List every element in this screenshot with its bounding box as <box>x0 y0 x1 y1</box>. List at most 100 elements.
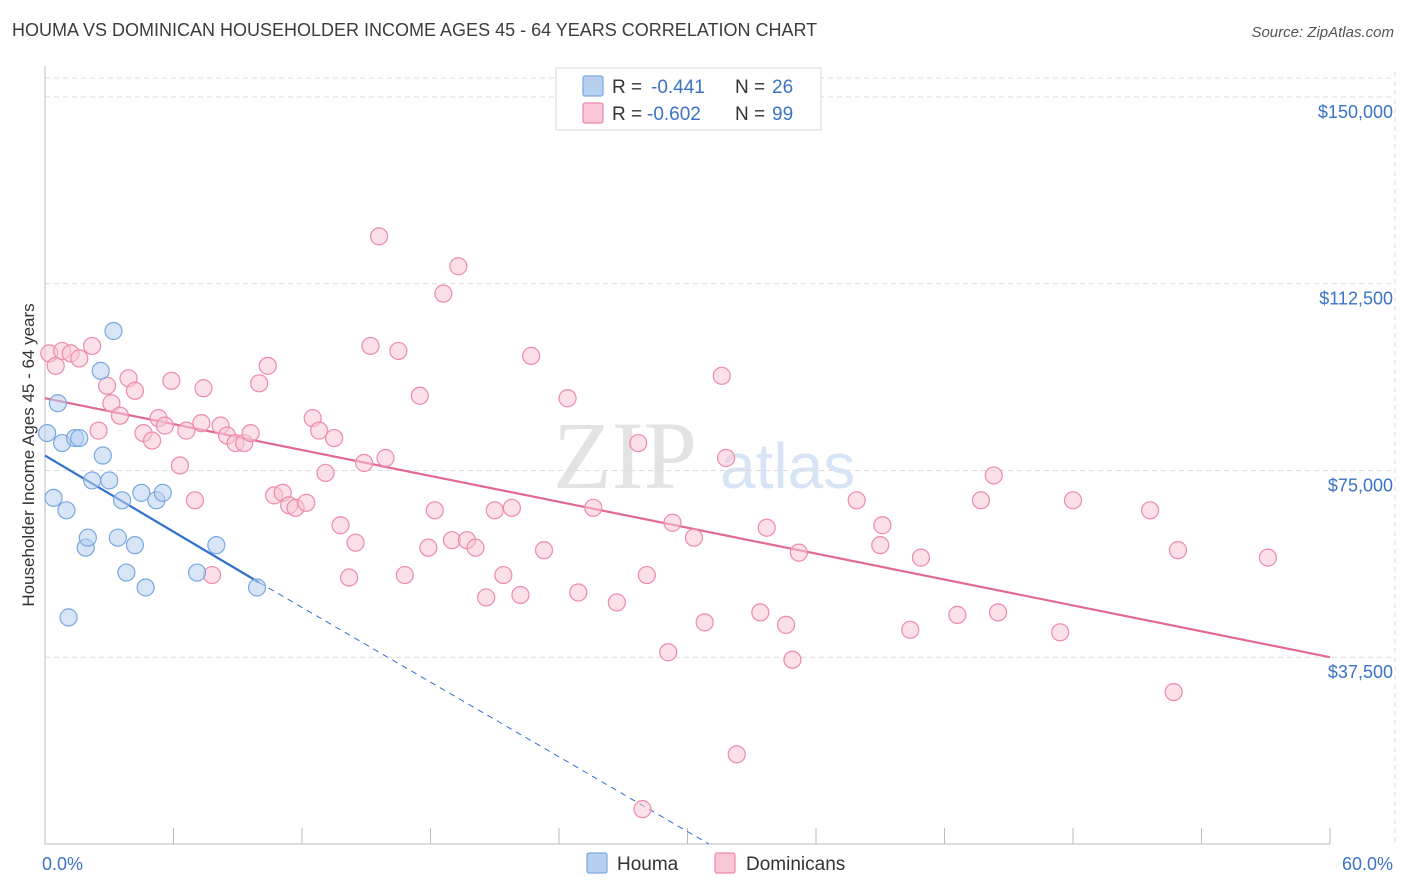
dominicans-point-29 <box>258 356 277 375</box>
houma-point-22 <box>153 483 172 502</box>
houma-trend-extension <box>258 582 710 845</box>
dominicans-point-55 <box>466 538 485 557</box>
dominicans-point-19 <box>185 491 205 510</box>
houma-point-0 <box>38 423 57 443</box>
dominicans-point-82 <box>847 491 866 510</box>
dominicans-point-77 <box>751 603 770 622</box>
legend-r-value-houma: -0.441 <box>651 77 705 98</box>
dominicans-point-80 <box>783 650 802 669</box>
dominicans-point-9 <box>110 406 130 425</box>
houma-point-7 <box>70 428 89 448</box>
dominicans-point-45 <box>376 448 395 468</box>
bottom-legend: Houma Dominicans <box>586 852 845 875</box>
legend-r-value-dominicans: -0.602 <box>647 104 701 125</box>
dominicans-point-87 <box>948 605 967 624</box>
dominicans-point-13 <box>142 431 162 450</box>
dominicans-point-42 <box>355 453 374 473</box>
dominicans-point-75 <box>716 448 736 468</box>
y-tick-label-2: $112,500 <box>1319 289 1393 309</box>
dominicans-point-49 <box>419 538 438 557</box>
trend-lines <box>44 397 1331 845</box>
dominicans-point-18 <box>177 421 196 440</box>
houma-trend-line <box>44 454 260 584</box>
y-tick-label-0: $37,500 <box>1328 662 1393 682</box>
dominicans-point-69 <box>637 565 656 585</box>
y-tick-label-3: $150,000 <box>1318 102 1393 122</box>
houma-point-17 <box>117 563 136 582</box>
dominicans-point-76 <box>727 745 746 764</box>
legend-swatch-houma <box>582 75 604 97</box>
legend-r-label-houma: R = <box>612 77 642 98</box>
dominicans-point-21 <box>202 565 222 585</box>
legend-n-value-dominicans: 99 <box>772 104 793 125</box>
bottom-legend-label-dominicans: Dominicans <box>746 854 845 875</box>
dominicans-trend-line <box>44 397 1331 659</box>
houma-point-19 <box>132 483 151 502</box>
houma-point-12 <box>93 446 112 465</box>
legend-r-label-dominicans: R = <box>612 104 642 125</box>
dominicans-point-5 <box>83 336 102 356</box>
dominicans-point-57 <box>485 501 504 520</box>
dominicans-point-71 <box>663 513 682 532</box>
dominicans-point-86 <box>911 548 931 567</box>
bottom-legend-swatch-dominicans <box>714 852 736 874</box>
dominicans-point-90 <box>988 603 1008 622</box>
dominicans-point-72 <box>684 528 704 547</box>
dominicans-point-6 <box>89 421 108 440</box>
data-points <box>38 227 1277 819</box>
dominicans-point-81 <box>789 543 808 562</box>
dominicans-point-36 <box>310 421 329 440</box>
dominicans-point-83 <box>871 536 890 555</box>
houma-point-15 <box>108 528 127 547</box>
dominicans-point-70 <box>659 643 678 662</box>
legend-n-label-houma: N = <box>735 77 765 98</box>
source-label: Source: ZipAtlas.com <box>1251 24 1394 41</box>
houma-point-14 <box>104 321 123 341</box>
houma-point-10 <box>83 471 102 490</box>
dominicans-point-44 <box>370 227 389 246</box>
dominicans-point-59 <box>502 498 521 517</box>
dominicans-point-85 <box>901 620 920 639</box>
houma-point-1 <box>44 488 63 507</box>
tick-labels: $37,500 $75,000 $112,500 $150,000 0.0% 60.0% <box>42 102 1393 874</box>
dominicans-point-8 <box>102 394 121 413</box>
houma-point-9 <box>78 528 97 547</box>
dominicans-point-79 <box>776 615 796 634</box>
dominicans-point-56 <box>477 588 496 607</box>
bottom-legend-swatch-houma <box>586 852 608 874</box>
legend-swatch-dominicans <box>582 102 604 124</box>
dominicans-point-73 <box>695 613 714 632</box>
dominicans-point-89 <box>984 466 1003 485</box>
dominicans-point-41 <box>346 533 365 552</box>
houma-point-20 <box>136 578 155 597</box>
axes <box>44 66 1331 845</box>
dominicans-point-84 <box>873 516 892 535</box>
dominicans-point-38 <box>325 428 344 448</box>
houma-point-11 <box>91 361 110 380</box>
watermark-atlas: atlas <box>720 430 855 502</box>
houma-point-5 <box>59 608 78 627</box>
dominicans-point-22 <box>192 414 211 433</box>
dominicans-point-46 <box>389 341 408 361</box>
houma-point-24 <box>207 536 226 555</box>
dominicans-point-17 <box>170 456 190 475</box>
dominicans-point-88 <box>971 491 991 510</box>
dominicans-point-11 <box>125 381 145 400</box>
dominicans-point-74 <box>712 366 731 385</box>
dominicans-point-43 <box>361 336 380 356</box>
dominicans-point-60 <box>511 585 530 605</box>
legend-n-value-houma: 26 <box>772 77 793 98</box>
houma-point-13 <box>100 471 119 490</box>
dominicans-point-4 <box>70 349 89 368</box>
chart-title: HOUMA VS DOMINICAN HOUSEHOLDER INCOME AG… <box>12 20 818 40</box>
legend: R = -0.441 N = 26 R = -0.602 N = 99 <box>555 67 822 131</box>
dominicans-point-48 <box>410 386 429 405</box>
dominicans-point-78 <box>757 518 776 537</box>
watermark-zip: ZIP <box>553 402 697 509</box>
dominicans-point-16 <box>162 371 181 390</box>
legend-n-label-dominicans: N = <box>735 104 765 125</box>
houma-point-2 <box>48 394 67 413</box>
dominicans-point-47 <box>395 565 414 585</box>
dominicans-point-92 <box>1063 491 1083 510</box>
